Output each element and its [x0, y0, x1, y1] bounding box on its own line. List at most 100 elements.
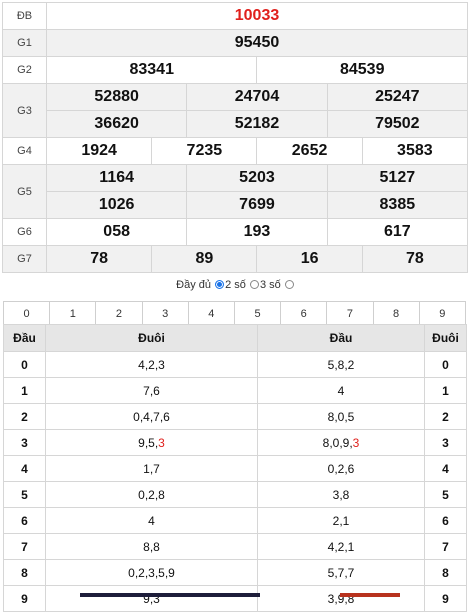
g6-value: 058	[45, 218, 188, 246]
head-values: 4,2,1	[257, 533, 425, 560]
tail-values: 4	[45, 507, 258, 534]
row-tail: 8	[424, 559, 467, 586]
digit-filter-9[interactable]: 9	[418, 301, 467, 327]
table-row: 7 8,8 4,2,1 7	[3, 533, 467, 560]
row-head: 3	[3, 429, 46, 456]
header-dau: Đầu	[3, 324, 46, 352]
row-tail: 7	[424, 533, 467, 560]
g6-value: 617	[326, 218, 469, 246]
row-tail: 6	[424, 507, 467, 534]
prize-label-g7: G7	[2, 245, 47, 273]
head-values: 8,0,9,3	[257, 429, 425, 456]
special-prize-value: 10033	[46, 2, 468, 30]
g7-value: 16	[256, 245, 363, 273]
g5-value: 8385	[326, 191, 469, 219]
g7-value: 78	[361, 245, 469, 273]
header-dau: Đầu	[257, 324, 425, 352]
g3-value: 25247	[326, 83, 469, 111]
g3-value: 52182	[186, 110, 328, 138]
digit-filter-0[interactable]: 0	[2, 301, 51, 327]
radio-three-digits-extra[interactable]	[284, 280, 294, 290]
table-row: 8 0,2,3,5,9 5,7,7 8	[3, 559, 467, 586]
table-row: 3 9,5,3 8,0,9,3 3	[3, 429, 467, 456]
g2-value: 84539	[256, 56, 468, 84]
row-tail: 9	[424, 585, 467, 612]
table-row: 0 4,2,3 5,8,2 0	[3, 351, 467, 378]
tail-values: 4,2,3	[45, 351, 258, 378]
head-values: 3,9,8	[257, 585, 425, 612]
table-row: 1 7,6 4 1	[3, 377, 467, 404]
g5-value: 7699	[186, 191, 328, 219]
digit-filter-7[interactable]: 7	[326, 301, 374, 327]
g3-value: 52880	[45, 83, 188, 111]
digit-filter-6[interactable]: 6	[280, 301, 328, 327]
header-duoi: Đuôi	[424, 324, 467, 352]
prize-label-g5: G5	[2, 164, 47, 219]
head-values: 5,8,2	[257, 351, 425, 378]
head-values: 4	[257, 377, 425, 404]
table-row: 5 0,2,8 3,8 5	[3, 481, 467, 508]
loto-table: Đầu Đuôi Đầu Đuôi 0 4,2,3 5,8,2 0 1 7,6 …	[3, 324, 467, 612]
highlighted-digit: 3	[158, 435, 165, 450]
prize-label-db: ĐB	[2, 2, 47, 30]
highlighted-digit: 3	[352, 435, 360, 450]
table-row: 2 0,4,7,6 8,0,5 2	[3, 403, 467, 430]
row-head: 5	[3, 481, 46, 508]
head-values-text: 8,0,9,	[322, 435, 353, 450]
g7-value: 89	[151, 245, 258, 273]
digit-filter-3[interactable]: 3	[141, 301, 189, 327]
g4-value: 2652	[256, 137, 363, 165]
row-tail: 0	[424, 351, 467, 378]
row-head: 4	[3, 455, 46, 482]
radio-two-digits[interactable]	[215, 280, 225, 290]
g2-value: 83341	[45, 56, 258, 84]
prize-label-g3: G3	[2, 83, 47, 138]
g6-value: 193	[186, 218, 328, 246]
g5-value: 1164	[45, 164, 188, 192]
head-values: 3,8	[257, 481, 425, 508]
digit-filter-5[interactable]: 5	[233, 301, 282, 327]
g3-value: 24704	[186, 83, 328, 111]
tail-values: 0,4,7,6	[45, 403, 258, 430]
tail-values: 1,7	[45, 455, 258, 482]
digit-filter-8[interactable]: 8	[372, 301, 420, 327]
g5-value: 5127	[326, 164, 469, 192]
prize-table: ĐB 10033 G1 95450 G2 83341 84539 G3 5288…	[2, 2, 469, 273]
option-two-label[interactable]: 2 số	[225, 279, 246, 291]
bottom-banner-edge	[80, 593, 260, 597]
head-values: 5,7,7	[257, 559, 425, 586]
display-options: Đầy đủ 2 số 3 số	[0, 279, 471, 291]
prize-label-g1: G1	[2, 29, 47, 57]
radio-three-digits[interactable]	[249, 280, 259, 290]
table-row: 4 1,7 0,2,6 4	[3, 455, 467, 482]
tail-values: 7,6	[45, 377, 258, 404]
prize-label-g4: G4	[2, 137, 47, 165]
row-tail: 5	[424, 481, 467, 508]
g5-value: 1026	[45, 191, 188, 219]
row-head: 0	[3, 351, 46, 378]
bottom-banner-edge	[340, 593, 400, 597]
table-row: 6 4 2,1 6	[3, 507, 467, 534]
digit-filter-1[interactable]: 1	[49, 301, 97, 327]
g7-value: 78	[45, 245, 153, 273]
tail-values: 8,8	[45, 533, 258, 560]
row-head: 7	[3, 533, 46, 560]
row-tail: 3	[424, 429, 467, 456]
g4-value: 1924	[45, 137, 153, 165]
digit-filter-4[interactable]: 4	[187, 301, 235, 327]
g3-value: 79502	[326, 110, 469, 138]
option-three-label[interactable]: 3 số	[259, 279, 281, 291]
prize-label-g6: G6	[2, 218, 47, 246]
head-values: 0,2,6	[257, 455, 425, 482]
row-head: 8	[3, 559, 46, 586]
option-full-label[interactable]: Đầy đủ	[176, 279, 212, 291]
header-duoi: Đuôi	[45, 324, 258, 352]
g5-value: 5203	[186, 164, 328, 192]
head-values: 2,1	[257, 507, 425, 534]
row-tail: 4	[424, 455, 467, 482]
g4-value: 7235	[151, 137, 258, 165]
row-head: 1	[3, 377, 46, 404]
row-head: 9	[3, 585, 46, 612]
g3-value: 36620	[45, 110, 188, 138]
digit-filter-2[interactable]: 2	[95, 301, 143, 327]
